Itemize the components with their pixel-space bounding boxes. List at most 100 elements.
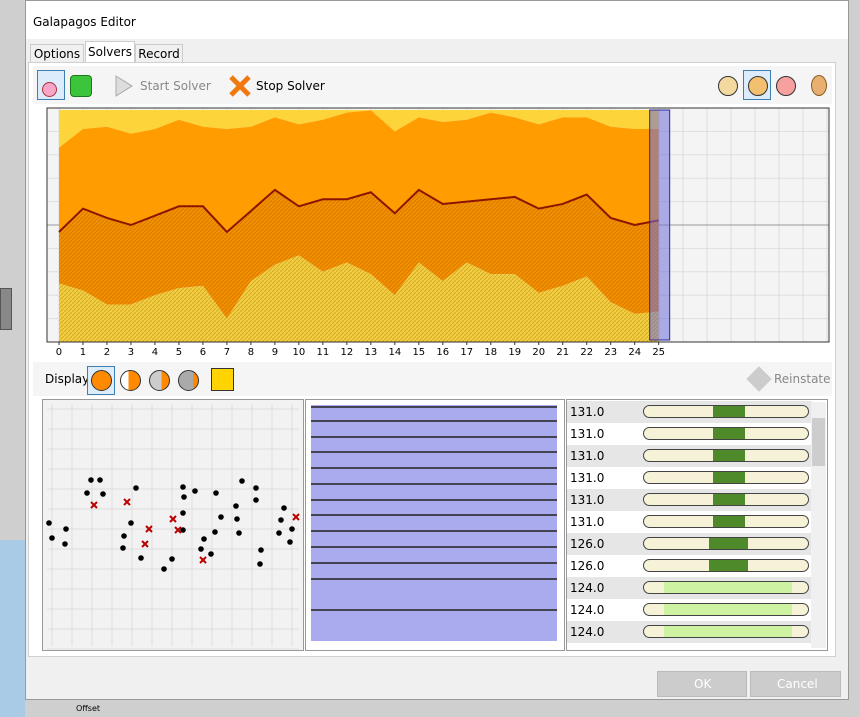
- slider-seg: [664, 626, 792, 637]
- genome-cross: [199, 556, 207, 564]
- x-tick-label: 9: [272, 347, 278, 358]
- genome-cross: [169, 515, 177, 523]
- cancel-label: Cancel: [777, 677, 818, 691]
- tab[interactable]: Record: [135, 44, 183, 62]
- genome-fitness: 124.0: [570, 625, 605, 639]
- toolbar: [33, 66, 832, 104]
- genome-dot: [234, 516, 240, 522]
- radiation[interactable]: [211, 368, 234, 391]
- display-label: Display: [45, 372, 90, 386]
- x-tick-label: 15: [412, 347, 425, 358]
- genome-dot: [208, 551, 214, 557]
- cancel-button[interactable]: [750, 671, 841, 697]
- genome-dot: [180, 527, 186, 533]
- genome-fitness: 126.0: [570, 559, 605, 573]
- genome-fitness: 131.0: [570, 427, 605, 441]
- display-3[interactable]: [149, 370, 170, 391]
- genome-dot: [218, 514, 224, 520]
- genome-dot: [278, 517, 284, 523]
- genome-dot: [133, 485, 139, 491]
- genome-dot: [49, 535, 55, 541]
- x-tick-label: 17: [460, 347, 473, 358]
- speed-3[interactable]: [776, 76, 796, 96]
- genome-dot: [287, 539, 293, 545]
- slider-seg: [664, 582, 792, 593]
- x-tick-label: 18: [484, 347, 497, 358]
- genome-fitness: 124.0: [570, 581, 605, 595]
- slider-seg: [709, 560, 748, 571]
- genome-fitness: 131.0: [570, 449, 605, 463]
- genome-dot: [201, 536, 207, 542]
- genome-dot: [161, 566, 167, 572]
- x-tick-label: 19: [508, 347, 521, 358]
- band-lower-hatch: [58, 189, 659, 319]
- genome-dot: [181, 494, 187, 500]
- genome-dot: [180, 484, 186, 490]
- canvas-blue: [0, 540, 25, 717]
- genome-cross: [174, 526, 182, 534]
- speed-1[interactable]: [718, 76, 738, 96]
- genome-dot: [253, 485, 259, 491]
- fitness-graph: 0 1 2 3 4 5 6 7 8 9 10 11 12 13 14 15 16 17 18 19 20 21 22 23 24…: [43, 104, 832, 360]
- ok-button[interactable]: [657, 671, 747, 697]
- genome-dot: [213, 490, 219, 496]
- x-tick-label: 0: [56, 347, 62, 358]
- band-upper: [58, 110, 659, 233]
- genome-dot: [100, 491, 106, 497]
- window-title: Galapagos Editor: [33, 15, 136, 29]
- x-tick-label: 7: [224, 347, 230, 358]
- genome-fitness: 131.0: [570, 493, 605, 507]
- x-tick-label: 10: [293, 347, 306, 358]
- x-tick-label: 24: [628, 347, 641, 358]
- title-bar: [26, 1, 848, 39]
- ok-label: OK: [694, 677, 712, 691]
- band-top: [58, 110, 659, 148]
- genome-dot: [289, 526, 295, 532]
- x-tick-label: 23: [604, 347, 617, 358]
- x-tick-label: 12: [340, 347, 353, 358]
- start-icon: [115, 75, 133, 97]
- egg[interactable]: [811, 75, 827, 96]
- stop-solver[interactable]: Stop Solver: [256, 79, 325, 93]
- x-tick-label: 14: [388, 347, 401, 358]
- genome-dot: [169, 556, 175, 562]
- genome-cross: [90, 501, 98, 509]
- selection: [649, 109, 671, 341]
- display-1: [91, 370, 112, 391]
- slider-seg: [713, 472, 745, 483]
- genome-dot: [253, 497, 259, 503]
- slider-seg: [664, 604, 792, 615]
- reinstate[interactable]: Reinstate: [774, 372, 831, 386]
- genome-dot: [281, 505, 287, 511]
- x-tick-label: 5: [176, 347, 182, 358]
- genome-cross: [123, 498, 131, 506]
- genome-fitness: 124.0: [570, 603, 605, 617]
- genome-map: [42, 399, 304, 651]
- genome-dot: [180, 510, 186, 516]
- slider-seg: [713, 450, 745, 461]
- genome-dot: [84, 490, 90, 496]
- genome-dot: [138, 555, 144, 561]
- genome-dot: [88, 477, 94, 483]
- x-tick-label: 8: [248, 347, 254, 358]
- genome-cross: [292, 513, 300, 521]
- x-tick-label: 3: [128, 347, 134, 358]
- scroll-thumb[interactable]: [812, 418, 825, 466]
- genome-dot: [46, 520, 52, 526]
- slider-seg: [713, 516, 745, 527]
- genome-fitness: 126.0: [570, 537, 605, 551]
- start-solver[interactable]: Start Solver: [140, 79, 211, 93]
- tab[interactable]: Options: [30, 44, 84, 62]
- tab[interactable]: Solvers: [85, 41, 135, 62]
- x-tick-label: 13: [364, 347, 377, 358]
- tool-2[interactable]: [70, 75, 92, 97]
- genome-dot: [276, 530, 282, 536]
- display-4[interactable]: [178, 370, 199, 391]
- speed-2: [748, 76, 768, 96]
- median-line: [58, 188, 659, 234]
- genome-cross: [145, 525, 153, 533]
- display-2[interactable]: [120, 370, 141, 391]
- genome-dot: [239, 478, 245, 484]
- genome-dot: [258, 547, 264, 553]
